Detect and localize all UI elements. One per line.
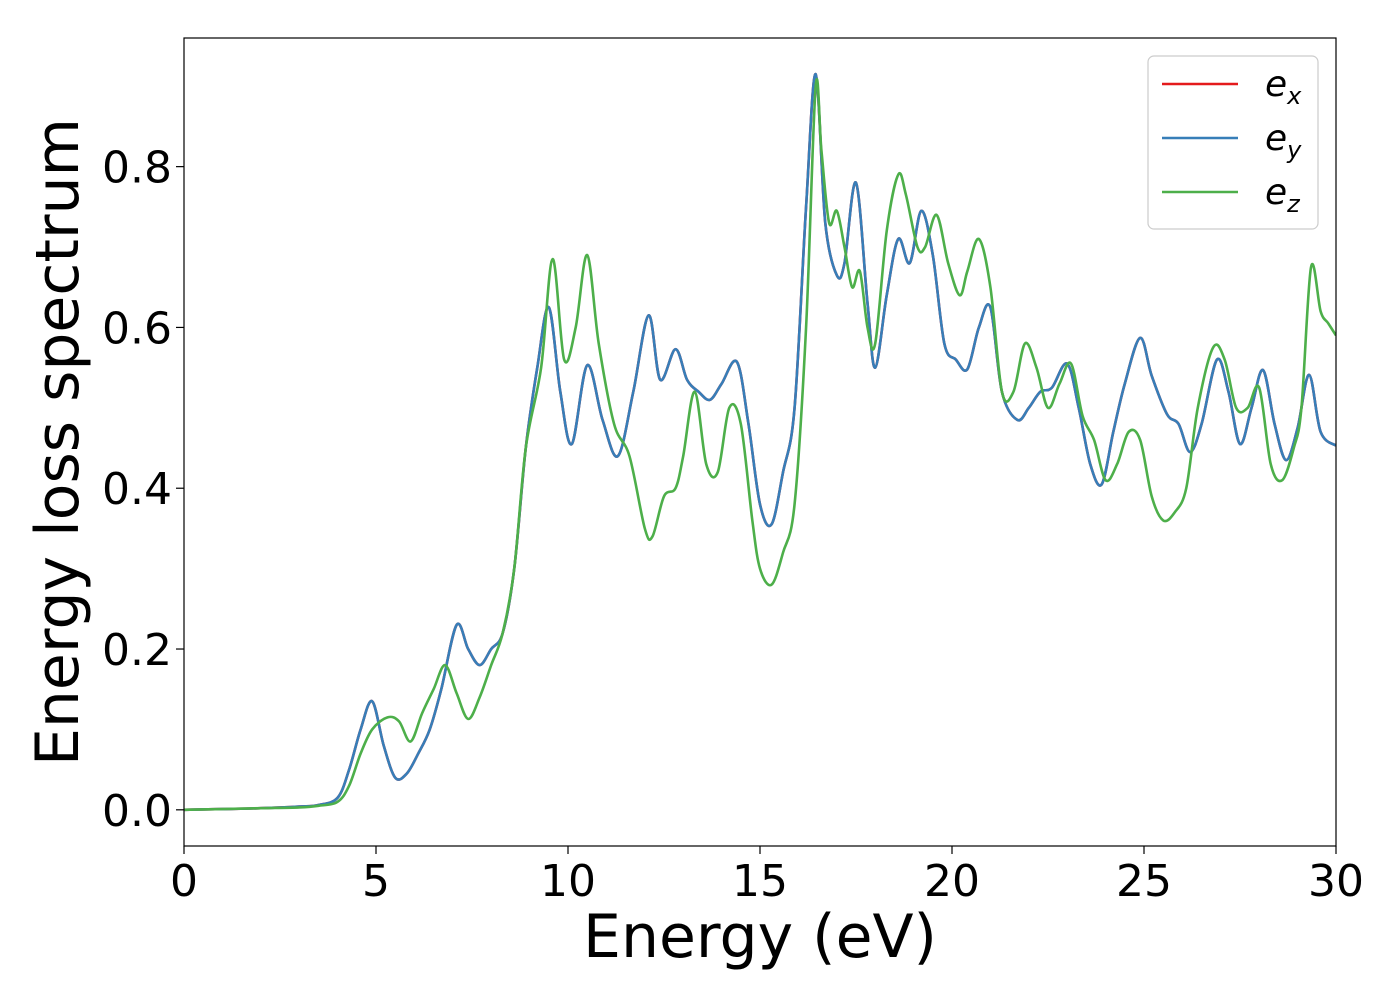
y-tick-label: 0.8 (102, 143, 172, 194)
x-tick-label: 15 (732, 856, 788, 907)
legend: ex ey ez (1147, 55, 1319, 230)
y-axis-label: Energy loss spectrum (23, 118, 93, 766)
series-layer (184, 72, 1336, 812)
x-tick-label: 5 (362, 856, 390, 907)
y-tick-label: 0.2 (102, 625, 172, 676)
x-axis: 0 5 10 15 20 25 30 (170, 846, 1364, 907)
y-axis: 0.0 0.2 0.4 0.6 0.8 (102, 143, 184, 837)
y-tick-label: 0.4 (102, 464, 172, 515)
x-tick-label: 25 (1116, 856, 1172, 907)
y-tick-label: 0.0 (102, 786, 172, 837)
x-tick-label: 20 (924, 856, 980, 907)
x-tick-label: 30 (1308, 856, 1364, 907)
legend-label-ez: ez (1265, 172, 1301, 218)
x-axis-label: Energy (eV) (583, 902, 937, 972)
x-tick-label: 0 (170, 856, 198, 907)
x-tick-label: 10 (540, 856, 596, 907)
legend-label-ey: ey (1265, 118, 1302, 164)
series-line-ey (184, 72, 1336, 812)
y-tick-label: 0.6 (102, 303, 172, 354)
series-line-ez (184, 77, 1336, 812)
legend-box (1147, 55, 1319, 230)
legend-label-ex: ex (1265, 64, 1302, 110)
